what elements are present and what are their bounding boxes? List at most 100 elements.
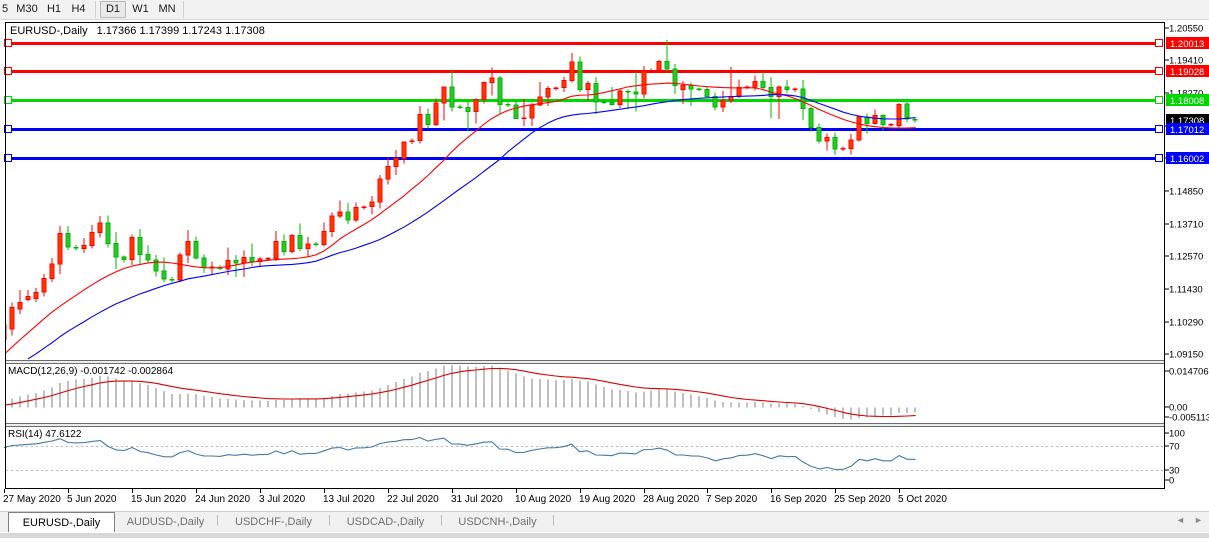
macd-histogram-bar — [906, 407, 908, 413]
macd-histogram-bar — [139, 382, 141, 408]
date-tick-label: 28 Aug 2020 — [643, 494, 700, 505]
candle — [281, 234, 287, 256]
macd-histogram-bar — [115, 378, 117, 408]
macd-histogram-bar — [171, 393, 173, 408]
candle — [457, 104, 463, 110]
candle — [89, 225, 95, 249]
tf-button-mn[interactable]: MN — [158, 3, 176, 15]
tf-button-m30[interactable]: M30 — [16, 3, 38, 15]
hline-handle[interactable] — [3, 124, 13, 134]
hline-handle[interactable] — [1154, 38, 1164, 48]
candle — [784, 79, 790, 93]
date-tick-label: 24 Jun 2020 — [195, 494, 250, 505]
tab-usdchf-daily[interactable]: USDCHF-,Daily — [235, 516, 312, 528]
macd-histogram-bar — [611, 389, 613, 408]
macd-histogram-bar — [331, 395, 333, 408]
hline-1.20013[interactable] — [6, 42, 1163, 45]
candle — [9, 302, 15, 336]
tab-eurusd-daily[interactable]: EURUSD-,Daily — [8, 512, 115, 534]
candle — [569, 53, 575, 83]
macd-histogram-bar — [507, 370, 509, 408]
hline-handle[interactable] — [3, 38, 13, 48]
hline-1.18008[interactable] — [6, 99, 1163, 102]
macd-histogram-bar — [339, 394, 341, 408]
date-tick-label: 19 Aug 2020 — [579, 494, 636, 505]
candle — [824, 133, 830, 151]
tab-separator: | — [552, 514, 555, 526]
macd-histogram-bar — [163, 391, 165, 408]
hline-1.17012[interactable] — [6, 128, 1163, 131]
tf-button-m5[interactable]: 5 — [1, 3, 9, 15]
chart-ohlc-readout: EURUSD-,Daily 1.17366 1.17399 1.17243 1.1… — [10, 25, 265, 37]
macd-histogram-bar — [355, 392, 357, 408]
hline-1.16002[interactable] — [6, 157, 1163, 160]
tab-scroll-left-icon[interactable]: ◄ — [1176, 515, 1185, 525]
candle — [265, 256, 271, 261]
macd-histogram-bar — [267, 400, 269, 408]
hline-price-badge: 1.17012 — [1166, 123, 1209, 136]
macd-histogram-bar — [51, 387, 53, 408]
hline-handle[interactable] — [3, 95, 13, 105]
hline-handle[interactable] — [1154, 95, 1164, 105]
macd-histogram-bar — [107, 376, 109, 408]
candle — [481, 81, 487, 104]
candle — [601, 100, 607, 105]
macd-histogram-bar — [59, 383, 61, 408]
hline-handle[interactable] — [3, 66, 13, 76]
tf-button-d1[interactable]: D1 — [100, 1, 126, 18]
tab-scroll-right-icon[interactable]: ► — [1194, 515, 1203, 525]
macd-histogram-bar — [858, 407, 860, 419]
candle — [385, 157, 391, 185]
macd-histogram-bar — [690, 394, 692, 408]
candle — [712, 92, 718, 111]
macd-histogram-bar — [714, 400, 716, 408]
tab-usdcad-daily[interactable]: USDCAD-,Daily — [346, 516, 425, 528]
macd-histogram-bar — [251, 400, 253, 408]
tab-usdcnh-daily[interactable]: USDCNH-,Daily — [458, 516, 537, 528]
macd-histogram-bar — [35, 392, 37, 408]
macd-histogram-bar — [387, 384, 389, 408]
svg-text:1.16002: 1.16002 — [1170, 154, 1204, 165]
macd-histogram-bar — [123, 380, 125, 408]
candle — [872, 109, 878, 125]
macd-histogram-bar — [539, 379, 541, 408]
hline-handle[interactable] — [1154, 153, 1164, 163]
candle — [129, 234, 135, 265]
date-tick-label: 13 Jul 2020 — [323, 494, 375, 505]
tf-button-h1[interactable]: H1 — [46, 3, 62, 15]
hline-handle[interactable] — [1154, 66, 1164, 76]
macd-histogram-bar — [11, 398, 13, 408]
macd-histogram-bar — [499, 367, 501, 408]
candle — [489, 67, 495, 96]
macd-histogram-bar — [682, 392, 684, 408]
macd-histogram-bar — [155, 387, 157, 408]
tf-button-h4[interactable]: H4 — [71, 3, 86, 15]
hline-price-badge: 1.20013 — [1166, 37, 1209, 50]
chart-border — [5, 22, 1165, 489]
macd-histogram-bar — [722, 401, 724, 408]
candle — [345, 203, 351, 224]
macd-histogram-bar — [882, 407, 884, 416]
candle — [65, 225, 71, 250]
hline-price-badge: 1.16002 — [1166, 152, 1209, 165]
hline-handle[interactable] — [1154, 124, 1164, 134]
candle — [289, 234, 295, 254]
candle — [73, 244, 79, 251]
macd-histogram-bar — [698, 395, 700, 408]
macd-histogram-bar — [483, 366, 485, 408]
timeframe-toolbar: 5 M30 H1 H4 D1 W1 MN — [0, 0, 1209, 20]
macd-histogram-bar — [275, 399, 277, 408]
hline-handle[interactable] — [3, 153, 13, 163]
macd-histogram-bar — [459, 365, 461, 408]
tf-button-w1[interactable]: W1 — [132, 3, 149, 15]
tab-audusd-daily[interactable]: AUDUSD-,Daily — [126, 516, 205, 528]
symbol-period-label: EURUSD-,Daily — [10, 25, 88, 37]
candle — [249, 243, 255, 267]
macd-histogram-bar — [131, 381, 133, 408]
candle — [912, 117, 918, 123]
candle — [193, 236, 199, 260]
date-tick-label: 15 Jun 2020 — [131, 494, 186, 505]
hline-1.19028[interactable] — [6, 70, 1163, 73]
macd-histogram-bar — [914, 407, 916, 413]
